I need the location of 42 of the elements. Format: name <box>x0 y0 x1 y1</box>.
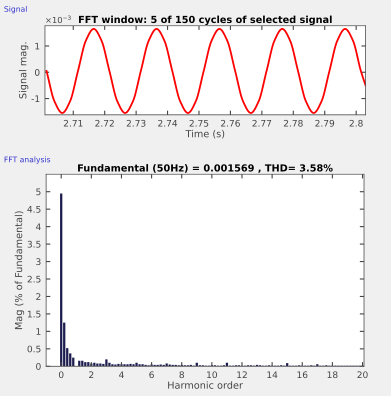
y-axis-title: Mag (% of Fundamental) <box>14 211 24 330</box>
text: ×10$^{−3}$ <box>46 16 71 24</box>
x-tick-label: 6 <box>149 371 154 378</box>
x-tick-label: 20 <box>357 371 368 378</box>
x-tick-label: 2.78 <box>284 120 303 127</box>
chart-title: FFT window: 5 of 150 cycles of selected signal <box>78 16 332 26</box>
x-tick-label: 4 <box>119 371 124 378</box>
y-tick-label: 4 <box>36 223 41 230</box>
y-tick-label: 0 <box>36 363 41 370</box>
x-tick-label: 2 <box>89 371 94 378</box>
x-tick-label: 2.73 <box>126 120 146 127</box>
y-tick-label: 2.5 <box>28 276 40 283</box>
x-tick-label: 2.76 <box>221 120 240 127</box>
x-tick-label: 10 <box>207 371 218 378</box>
y-tick-label: 4.5 <box>27 206 40 213</box>
x-tick-label: 2.71 <box>64 120 82 127</box>
x-tick-label: 2.74 <box>158 120 178 127</box>
y-tick-label: 0 <box>34 68 40 76</box>
x-tick-label: 2.79 <box>315 120 334 127</box>
y-tick-label: 1 <box>35 42 40 50</box>
x-tick-label: 2.72 <box>95 120 114 127</box>
x-tick-label: 0 <box>58 371 64 378</box>
y-tick-label: 3 <box>36 258 41 266</box>
x-tick-label: 2.75 <box>190 120 208 127</box>
x-axis-title: Harmonic order <box>168 381 243 389</box>
x-tick-label: 14 <box>267 371 278 378</box>
x-tick-label: 8 <box>179 371 184 378</box>
y-tick-label: 2 <box>36 293 40 300</box>
x-tick-label: 2.8 <box>350 120 363 127</box>
y-tick-label: 0.5 <box>28 346 40 352</box>
y-tick-label: -1 <box>32 95 40 102</box>
y-tick-label: 1.5 <box>28 310 40 318</box>
chart-title: Fundamental (50Hz) = 0.001569 , THD= 3.58% <box>78 164 333 173</box>
x-tick-label: 2.77 <box>252 120 272 127</box>
y-axis-title: Signal mag. <box>18 42 28 98</box>
y-tick-label: 5 <box>36 188 40 196</box>
y-tick-label: 1 <box>36 328 40 335</box>
y-tick-label: 3.5 <box>28 240 40 248</box>
x-axis-title: Time (s) <box>185 130 224 138</box>
x-tick-label: 18 <box>328 371 338 378</box>
x-tick-label: 16 <box>298 371 308 378</box>
x-tick-label: 12 <box>237 371 247 378</box>
